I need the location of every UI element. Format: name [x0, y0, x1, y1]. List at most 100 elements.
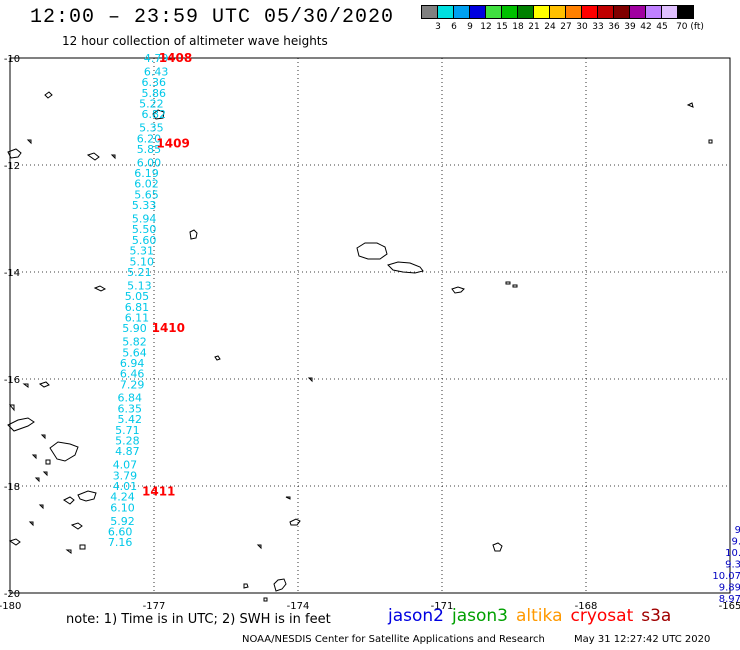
- legend-tick-label: 42: [640, 22, 652, 32]
- island-fiji: [77, 490, 97, 502]
- island-small: [263, 597, 268, 602]
- island-small: [451, 286, 465, 294]
- time-label: 1408: [159, 51, 192, 65]
- legend-tick-label: 36: [608, 22, 620, 32]
- wave-height-label: 9.89: [719, 583, 740, 594]
- lon-tick-label: -180: [0, 601, 21, 612]
- jason2-track-right: 99.10.9.310.079.898.97: [712, 525, 740, 605]
- island-fiji: [38, 504, 44, 510]
- island-fiji: [7, 148, 22, 159]
- island-fiji: [40, 434, 46, 440]
- island-fiji: [307, 377, 313, 383]
- legend-tick-label: 33: [592, 22, 604, 32]
- legend-tick-label: 45: [656, 22, 668, 32]
- wave-height-label: 5.71: [115, 424, 140, 437]
- island-small: [256, 544, 262, 550]
- color-legend-labels: 3 6 9 12 15 18 21 24 27 30 33 36 39 42 45 70 (ft): [430, 22, 710, 32]
- satellite-name: jason3: [452, 606, 508, 626]
- legend-tick-label: 15: [496, 22, 508, 32]
- island-fiji: [44, 91, 53, 99]
- wave-height-label: 6.02: [134, 178, 159, 191]
- wave-height-label: 6.81: [125, 301, 150, 314]
- lat-tick-label: -14: [4, 268, 20, 279]
- credit-text: NOAA/NESDIS Center for Satellite Applica…: [242, 634, 545, 645]
- legend-tick-label: 39: [624, 22, 636, 32]
- legend-tick-label: 27: [560, 22, 572, 32]
- island-fiji: [28, 521, 34, 527]
- island-fiji: [8, 538, 21, 546]
- legend-tick-label: 12: [480, 22, 492, 32]
- wave-height-label: 4.07: [113, 459, 138, 472]
- wave-height-label: 5.33: [132, 199, 157, 212]
- lon-tick-label: -165: [719, 601, 740, 612]
- lon-tick-label: -171: [431, 601, 454, 612]
- island-fiji: [63, 496, 75, 505]
- island-fiji: [34, 477, 40, 483]
- legend-tick-label: 70 (ft): [676, 22, 704, 32]
- wave-height-label: 5.42: [118, 413, 143, 426]
- time-label: 1409: [156, 137, 189, 151]
- island-small: [686, 102, 694, 108]
- legend-tick-label: 30: [576, 22, 588, 32]
- wave-height-label: 5.21: [127, 266, 152, 279]
- island-small: [285, 496, 291, 500]
- wave-height-label: 5.94: [132, 213, 157, 226]
- wave-height-label: 5.50: [132, 223, 157, 236]
- wave-height-label: 4.79: [144, 52, 169, 65]
- legend-tick-label: 21: [528, 22, 540, 32]
- island-fiji: [86, 152, 100, 161]
- legend-tick-label: 9: [467, 22, 473, 32]
- wave-height-label: 9: [735, 525, 740, 536]
- wave-height-label: 6.35: [118, 402, 143, 415]
- island-small: [214, 355, 221, 361]
- wave-height-label: 10.07: [712, 571, 740, 582]
- wave-height-label: 5.13: [127, 279, 152, 292]
- island-fiji: [26, 139, 32, 145]
- time-label: 1411: [142, 484, 175, 498]
- legend-tick-label: 24: [544, 22, 556, 32]
- wave-height-label: 4.24: [110, 491, 135, 504]
- island-fiji: [7, 417, 35, 432]
- island-fiji: [65, 549, 72, 554]
- jason3-track: 4.796.436.365.865.226.825.356.205.856.00…: [108, 51, 192, 549]
- island-small: [289, 518, 301, 526]
- satellite-legend: jason2 jason3 altika cryosat s3a: [388, 606, 679, 626]
- wave-height-label: 5.64: [122, 346, 147, 359]
- wave-height-label: 5.92: [110, 515, 135, 528]
- lat-tick-label: -16: [4, 375, 20, 386]
- note-text: note: 1) Time is in UTC; 2) SWH is in fe…: [66, 612, 331, 627]
- island-fiji: [31, 454, 37, 460]
- island-small: [512, 284, 518, 288]
- island-fiji: [70, 522, 83, 530]
- satellite-name: altika: [516, 606, 563, 626]
- wave-height-label: 5.35: [139, 122, 164, 135]
- lon-tick-label: -177: [143, 601, 166, 612]
- lat-tick-label: -20: [4, 589, 20, 600]
- wave-height-label: 6.10: [110, 501, 135, 514]
- wave-height-label: 5.65: [134, 188, 159, 201]
- wave-height-label: 9.3: [725, 560, 740, 571]
- wave-height-label: 8.97: [719, 594, 740, 605]
- wave-height-label: 5.22: [139, 97, 164, 110]
- legend-swatch: [677, 5, 694, 19]
- wave-height-label: 6.19: [134, 167, 159, 180]
- color-legend-bar: [421, 5, 694, 19]
- wave-height-label: 6.94: [120, 357, 145, 370]
- lat-tick-label: -10: [4, 54, 20, 65]
- island-fiji: [38, 381, 50, 388]
- satellite-name: jason2: [388, 606, 444, 626]
- wave-height-label: 10.: [725, 548, 740, 559]
- map-grid: [9, 57, 731, 594]
- island-small: [93, 285, 107, 292]
- credit-footer: NOAA/NESDIS Center for Satellite Applica…: [242, 634, 710, 645]
- legend-tick-label: 6: [451, 22, 457, 32]
- wave-height-label: 6.46: [120, 368, 145, 381]
- wave-height-label: 5.31: [130, 245, 155, 258]
- island-upolu: [387, 261, 424, 274]
- generated-timestamp: May 31 12:27:42 UTC 2020: [574, 634, 711, 645]
- wave-height-label: 6.43: [144, 65, 169, 78]
- island-fiji: [79, 544, 86, 550]
- island-fiji: [22, 383, 29, 388]
- wave-height-label: 6.84: [118, 392, 143, 405]
